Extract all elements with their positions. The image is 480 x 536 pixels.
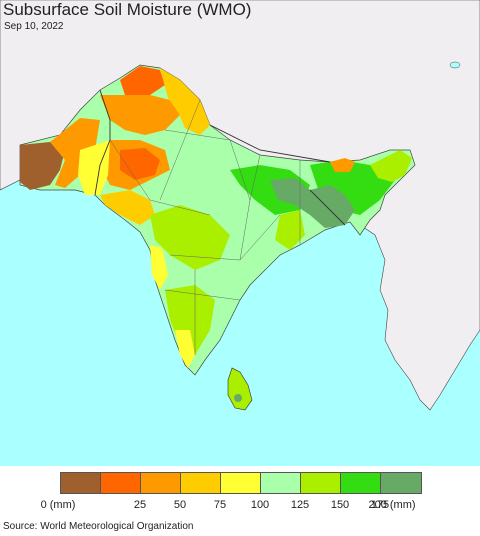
orange-nepal <box>330 158 355 172</box>
sri-lanka-wet-patch <box>234 394 242 402</box>
dry-zone-red-punjab <box>120 148 160 180</box>
legend-labels: 0 (mm) 25 50 75 100 125 150 175 200 (mm) <box>0 499 480 513</box>
legend-swatch <box>261 473 301 493</box>
legend-swatch <box>141 473 181 493</box>
dry-zone-orange-north <box>100 95 180 135</box>
soil-moisture-map <box>0 0 480 466</box>
legend-swatch <box>341 473 381 493</box>
country-borders <box>94 89 346 226</box>
dry-zone-yellow-gujarat <box>100 190 155 225</box>
legend-swatch <box>181 473 221 493</box>
wet-bangladesh <box>270 178 355 228</box>
legend-tick-label: 150 <box>330 499 350 511</box>
internal-borders <box>109 99 301 355</box>
legend-swatch <box>381 473 421 493</box>
legend-tick-label: 175 <box>370 499 390 511</box>
yellow-green-east <box>275 210 305 250</box>
legend-color-bar <box>60 472 422 494</box>
dry-zone-brown <box>20 142 65 190</box>
dry-zone-orange-west <box>50 118 100 188</box>
yellow-green-center <box>150 205 230 270</box>
map-date: Sep 10, 2022 <box>4 21 64 32</box>
dry-zone-yellow-north <box>160 68 210 135</box>
legend-swatch <box>61 473 101 493</box>
legend-tick-label: 200 (mm) <box>368 499 416 511</box>
source-note: Source: World Meteorological Organizatio… <box>3 521 194 532</box>
dry-zone-yellow-sindh <box>78 140 110 195</box>
legend-tick-label: 50 <box>173 499 187 511</box>
lake <box>449 61 461 69</box>
legend-tick-label: 75 <box>213 499 227 511</box>
yellow-patch-south <box>175 330 195 368</box>
dry-zone-red-north <box>120 66 165 100</box>
legend-tick-label: 25 <box>133 499 147 511</box>
legend-swatch <box>101 473 141 493</box>
legend-swatch <box>221 473 261 493</box>
yellow-patch-west-coast <box>150 245 168 290</box>
yellow-green-northeast <box>370 150 412 182</box>
legend-tick-label: 0 (mm) <box>40 499 76 511</box>
legend-tick-label: 100 <box>250 499 270 511</box>
legend-tick-label: 125 <box>290 499 310 511</box>
sri-lanka <box>227 367 253 411</box>
legend-swatch <box>301 473 341 493</box>
map-title: Subsurface Soil Moisture (WMO) <box>3 0 252 19</box>
